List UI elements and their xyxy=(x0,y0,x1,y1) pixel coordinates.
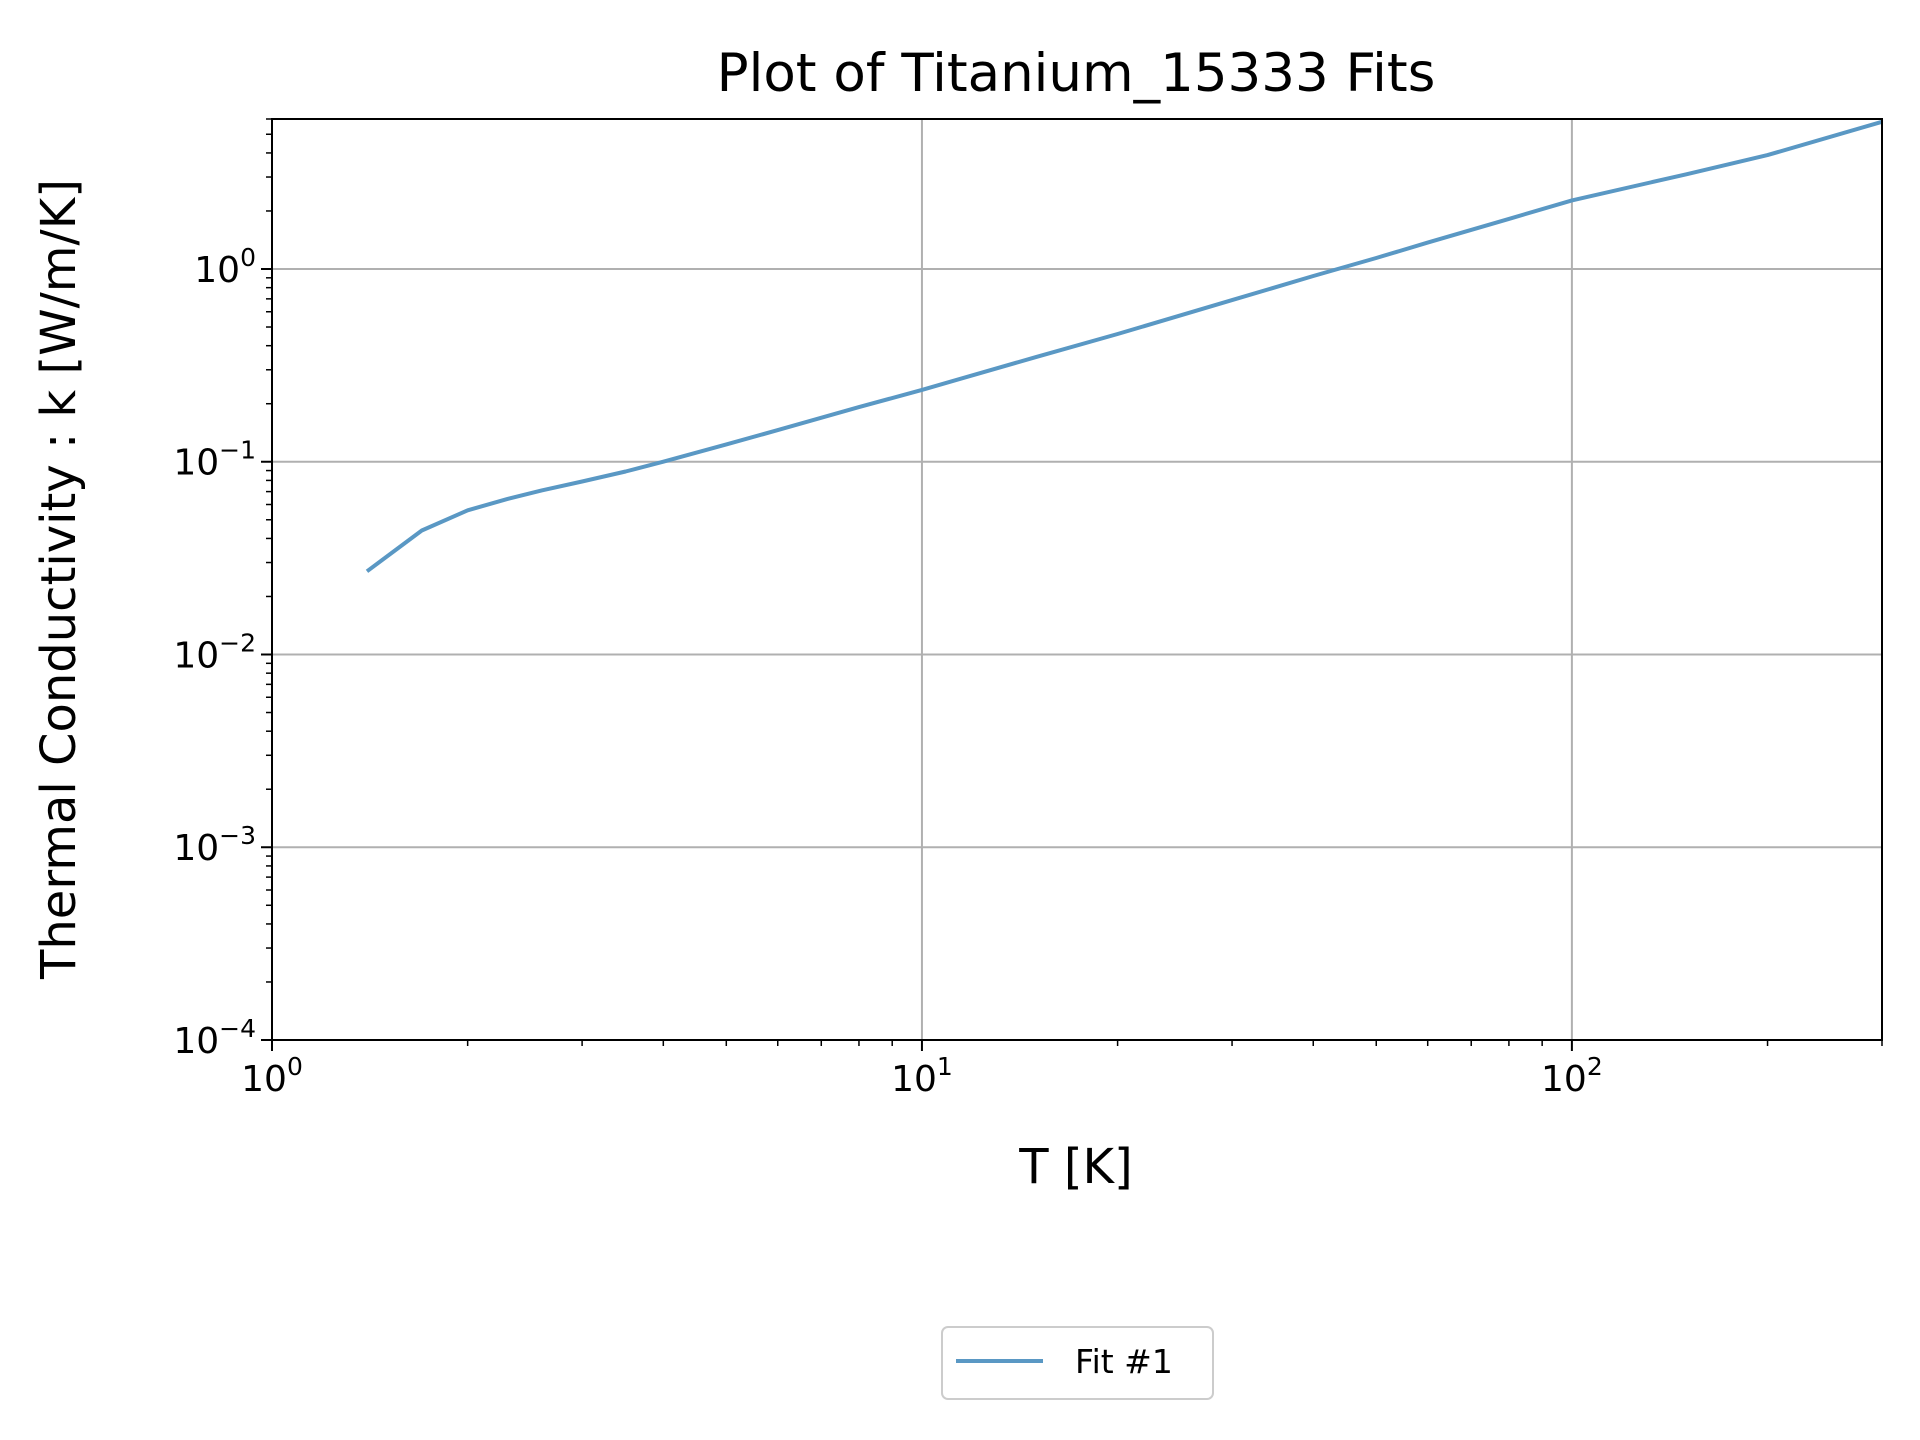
plot-area-frame xyxy=(271,118,1883,1041)
legend: Fit #1 xyxy=(941,1326,1214,1400)
x-tick-label: 100 xyxy=(241,1052,303,1100)
chart-title: Plot of Titanium_15333 Fits xyxy=(717,43,1436,104)
legend-label: Fit #1 xyxy=(1075,1342,1173,1381)
x-axis-title: T [K] xyxy=(1018,1139,1133,1195)
y-tick-label: 10−4 xyxy=(173,1014,256,1062)
y-axis: 100 10−1 10−2 10−3 10−4 xyxy=(173,118,272,1062)
y-tick-label: 10−1 xyxy=(173,436,256,484)
x-tick-label: 102 xyxy=(1541,1052,1603,1100)
grid xyxy=(272,119,1882,1040)
series-line xyxy=(365,119,1883,573)
x-tick-label: 101 xyxy=(891,1052,953,1100)
y-tick-label: 100 xyxy=(194,243,256,291)
y-tick-label: 10−2 xyxy=(173,628,256,676)
y-axis-title: Thermal Conductivity : k [W/m/K] xyxy=(31,179,87,980)
x-axis: 100 101 102 xyxy=(241,1040,1883,1100)
series-layer xyxy=(365,119,1883,573)
legend-box xyxy=(941,1326,1214,1400)
y-tick-label: 10−3 xyxy=(173,821,256,869)
